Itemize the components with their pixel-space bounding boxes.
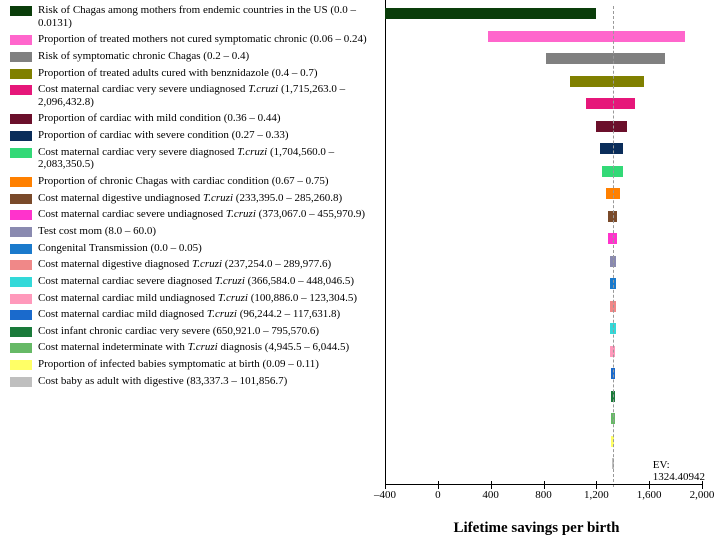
legend-item: Cost maternal cardiac very severe undiag… — [10, 83, 380, 108]
legend-swatch — [10, 310, 32, 320]
legend-item: Risk of Chagas among mothers from endemi… — [10, 4, 380, 29]
x-tick — [385, 481, 386, 489]
x-tick-label: 0 — [435, 489, 441, 501]
legend-swatch — [10, 194, 32, 204]
legend-label: Cost maternal cardiac mild diagnosed T.c… — [38, 308, 380, 321]
legend-item: Proportion of chronic Chagas with cardia… — [10, 175, 380, 188]
legend-item: Cost maternal indeterminate with T.cruzi… — [10, 341, 380, 354]
x-tick — [438, 481, 439, 489]
legend-swatch — [10, 294, 32, 304]
x-tick — [491, 481, 492, 489]
legend-label: Proportion of chronic Chagas with cardia… — [38, 175, 380, 188]
legend-label: Congenital Transmission (0.0 – 0.05) — [38, 242, 380, 255]
legend-item: Proportion of infected babies symptomati… — [10, 358, 380, 371]
legend-swatch — [10, 6, 32, 16]
legend-swatch — [10, 114, 32, 124]
legend-label: Cost maternal cardiac severe diagnosed T… — [38, 275, 380, 288]
tornado-bar — [385, 8, 596, 19]
x-tick — [649, 481, 650, 489]
legend-swatch — [10, 277, 32, 287]
legend-column: Risk of Chagas among mothers from endemi… — [10, 4, 380, 391]
tornado-chart — [385, 6, 702, 487]
legend-label: Proportion of cardiac with severe condit… — [38, 129, 380, 142]
tornado-bar — [600, 143, 622, 154]
tornado-bar — [570, 76, 644, 87]
legend-label: Cost maternal digestive diagnosed T.cruz… — [38, 258, 380, 271]
legend-item: Proportion of treated mothers not cured … — [10, 33, 380, 46]
legend-swatch — [10, 377, 32, 387]
legend-item: Risk of symptomatic chronic Chagas (0.2 … — [10, 50, 380, 63]
legend-swatch — [10, 360, 32, 370]
legend-label: Proportion of cardiac with mild conditio… — [38, 112, 380, 125]
legend-swatch — [10, 177, 32, 187]
legend-swatch — [10, 227, 32, 237]
legend-label: Cost maternal cardiac very severe undiag… — [38, 83, 380, 108]
tornado-bar — [546, 53, 665, 64]
legend-item: Cost infant chronic cardiac very severe … — [10, 325, 380, 338]
legend-label: Cost maternal cardiac mild undiagnosed T… — [38, 292, 380, 305]
page-root: Risk of Chagas among mothers from endemi… — [0, 0, 717, 543]
legend-item: Cost maternal cardiac very severe diagno… — [10, 146, 380, 171]
legend-item: Cost maternal cardiac mild undiagnosed T… — [10, 292, 380, 305]
legend-label: Cost infant chronic cardiac very severe … — [38, 325, 380, 338]
legend-label: Proportion of infected babies symptomati… — [38, 358, 380, 371]
x-tick-label: 2,000 — [690, 489, 715, 501]
legend-item: Proportion of cardiac with severe condit… — [10, 129, 380, 142]
legend-label: Risk of Chagas among mothers from endemi… — [38, 4, 380, 29]
x-tick — [596, 481, 597, 489]
x-tick-label: 800 — [535, 489, 552, 501]
legend-item: Test cost mom (8.0 – 60.0) — [10, 225, 380, 238]
legend-swatch — [10, 327, 32, 337]
legend-swatch — [10, 69, 32, 79]
legend-label: Proportion of treated adults cured with … — [38, 67, 380, 80]
x-tick-label: 1,600 — [637, 489, 662, 501]
legend-label: Cost maternal cardiac severe undiagnosed… — [38, 208, 380, 221]
tornado-bar — [488, 31, 685, 42]
x-tick-label: 1,200 — [584, 489, 609, 501]
ev-reference-line — [613, 6, 614, 487]
tornado-bar — [596, 121, 626, 132]
legend-label: Cost baby as adult with digestive (83,33… — [38, 375, 380, 388]
legend-swatch — [10, 343, 32, 353]
legend-label: Cost maternal digestive undiagnosed T.cr… — [38, 192, 380, 205]
x-axis-title: Lifetime savings per birth — [454, 520, 620, 537]
legend-label: Test cost mom (8.0 – 60.0) — [38, 225, 380, 238]
legend-label: Risk of symptomatic chronic Chagas (0.2 … — [38, 50, 380, 63]
x-tick-label: –400 — [374, 489, 396, 501]
ev-label: EV: 1324.40942 — [653, 459, 717, 483]
legend-item: Cost maternal digestive undiagnosed T.cr… — [10, 192, 380, 205]
legend-item: Cost baby as adult with digestive (83,33… — [10, 375, 380, 388]
legend-swatch — [10, 52, 32, 62]
tornado-bar — [586, 98, 635, 109]
legend-swatch — [10, 210, 32, 220]
legend-label: Proportion of treated mothers not cured … — [38, 33, 380, 46]
legend-item: Proportion of cardiac with mild conditio… — [10, 112, 380, 125]
legend-swatch — [10, 85, 32, 95]
legend-item: Proportion of treated adults cured with … — [10, 67, 380, 80]
legend-item: Cost maternal cardiac severe diagnosed T… — [10, 275, 380, 288]
legend-swatch — [10, 260, 32, 270]
legend-swatch — [10, 244, 32, 254]
legend-label: Cost maternal cardiac very severe diagno… — [38, 146, 380, 171]
legend-item: Cost maternal cardiac severe undiagnosed… — [10, 208, 380, 221]
legend-item: Congenital Transmission (0.0 – 0.05) — [10, 242, 380, 255]
legend-swatch — [10, 131, 32, 141]
legend-item: Cost maternal cardiac mild diagnosed T.c… — [10, 308, 380, 321]
x-tick — [544, 481, 545, 489]
legend-swatch — [10, 35, 32, 45]
legend-swatch — [10, 148, 32, 158]
x-tick-label: 400 — [482, 489, 499, 501]
legend-item: Cost maternal digestive diagnosed T.cruz… — [10, 258, 380, 271]
legend-label: Cost maternal indeterminate with T.cruzi… — [38, 341, 380, 354]
x-axis: –40004008001,2001,6002,000 — [385, 484, 702, 503]
